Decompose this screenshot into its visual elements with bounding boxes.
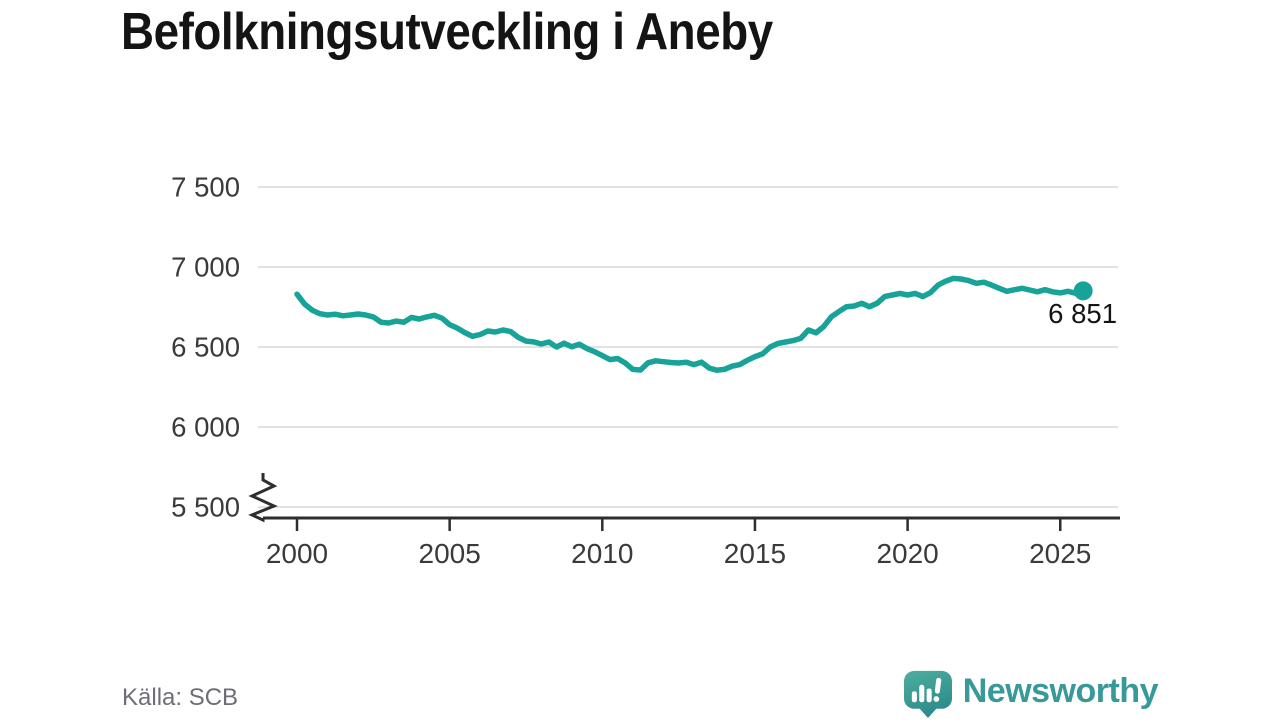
x-axis-label: 2010 bbox=[571, 538, 633, 569]
x-axis-label: 2020 bbox=[876, 538, 938, 569]
end-value-label: 6 851 bbox=[1048, 298, 1117, 329]
newsworthy-speech-bubble-bar-chart-icon bbox=[903, 670, 952, 718]
exclamation-glyph bbox=[933, 677, 941, 702]
y-axis-label: 7 500 bbox=[171, 172, 240, 203]
gridlines-layer bbox=[258, 186, 1118, 508]
x-axis-label: 2015 bbox=[724, 538, 786, 569]
population-line bbox=[294, 275, 1086, 373]
y-axis-label: 6 500 bbox=[171, 332, 240, 363]
chart-title: Befolkningsutveckling i Aneby bbox=[121, 3, 773, 61]
y-axis-label: 5 500 bbox=[171, 492, 240, 523]
y-axis-label: 7 000 bbox=[171, 252, 240, 283]
axis-break-icon bbox=[248, 473, 278, 523]
newsworthy-wordmark: Newsworthy bbox=[962, 672, 1159, 710]
bar-chart-glyph bbox=[911, 677, 941, 703]
source-caption: Källa: SCB bbox=[122, 684, 239, 711]
end-point-marker bbox=[1073, 281, 1093, 301]
x-axis-label: 2025 bbox=[1029, 538, 1091, 569]
y-axis-label: 6 000 bbox=[171, 412, 240, 443]
newsworthy-logo: Newsworthy bbox=[903, 668, 1159, 720]
x-axis-label: 2005 bbox=[419, 538, 481, 569]
x-axis-label: 2000 bbox=[266, 538, 328, 569]
series-layer bbox=[294, 275, 1093, 373]
x-axis: 2000 2005 2010 2015 2020 2025 bbox=[248, 473, 1120, 569]
y-axis-labels: 7 500 7 000 6 500 6 000 5 500 bbox=[171, 172, 240, 523]
